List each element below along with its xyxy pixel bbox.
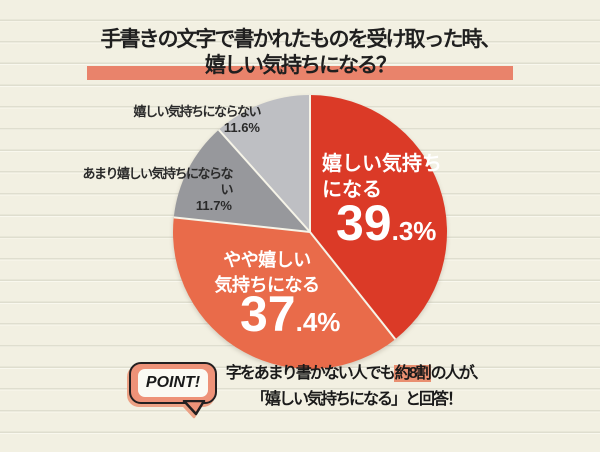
pie-slice-separator [309,231,397,340]
pct-integer: 39 [336,195,392,251]
pie-slice-0 [310,95,448,340]
title-highlight-bar [87,66,513,80]
point-text-highlight: 約8割 [393,365,432,382]
pie-slice-1 [172,217,396,370]
pie-chart [172,95,448,370]
pct-fraction: .3% [391,216,437,246]
page-title-line-2: 嬉しい気持ちになる？ [205,54,397,77]
pie-slice-2 [173,129,310,232]
pie-pct-somewhat-happy: 37.4% [240,289,341,351]
pie-label-not-very-happy-text: あまり嬉しい気持ちにならない [82,166,233,197]
pie-label-not-happy-text: 嬉しい気持ちにならない [133,104,261,119]
pie-slice-separator [218,129,311,233]
pct-integer: 37 [240,286,296,342]
page-title-line-2-wrap: 嬉しい気持ちになる？ [0,52,600,82]
pie-slice-3 [218,95,310,232]
speech-bubble-tail-icon [182,400,206,416]
pie-pct-happy: 39.3% [336,198,437,260]
pie-label-somewhat-happy-line-2: 気持ちになる [214,275,321,295]
point-text-pre: 字をあまり書かない人でも [225,365,396,382]
pie-label-not-happy-pct: 11.6% [223,120,260,135]
pie-label-not-happy: 嬉しい気持ちにならない 11.6% [100,104,261,136]
pie-label-somewhat-happy-line-1: やや嬉しい [223,250,311,270]
pie-slice-separator [173,216,311,233]
point-text-line-1: 字をあまり書かない人でも約8割の人が、 [224,361,488,387]
point-badge-label: POINT! [138,369,208,397]
pie-label-happy-line-1: 嬉しい気持ち [322,153,442,175]
pie-label-somewhat-happy: やや嬉しい 気持ちになる [187,248,347,298]
point-badge: POINT! [129,362,217,416]
pie-label-not-very-happy-pct: 11.7% [195,198,232,213]
point-text-post: の人が、 [430,365,489,382]
pie-label-happy-line-2: になる [322,179,382,201]
pie-label-happy: 嬉しい気持ち になる [322,151,442,203]
point-text-line-2: 「嬉しい気持ちになる」と回答！ [250,391,463,408]
pct-fraction: .4% [295,307,341,337]
page-title-line-1: 手書きの文字で書かれたものを受け取った時、 [100,28,502,51]
speech-bubble-icon: POINT! [129,362,217,404]
point-text: 字をあまり書かない人でも約8割の人が、 「嬉しい気持ちになる」と回答！ [224,361,488,413]
pie-label-not-very-happy: あまり嬉しい気持ちにならない 11.7% [72,166,233,214]
